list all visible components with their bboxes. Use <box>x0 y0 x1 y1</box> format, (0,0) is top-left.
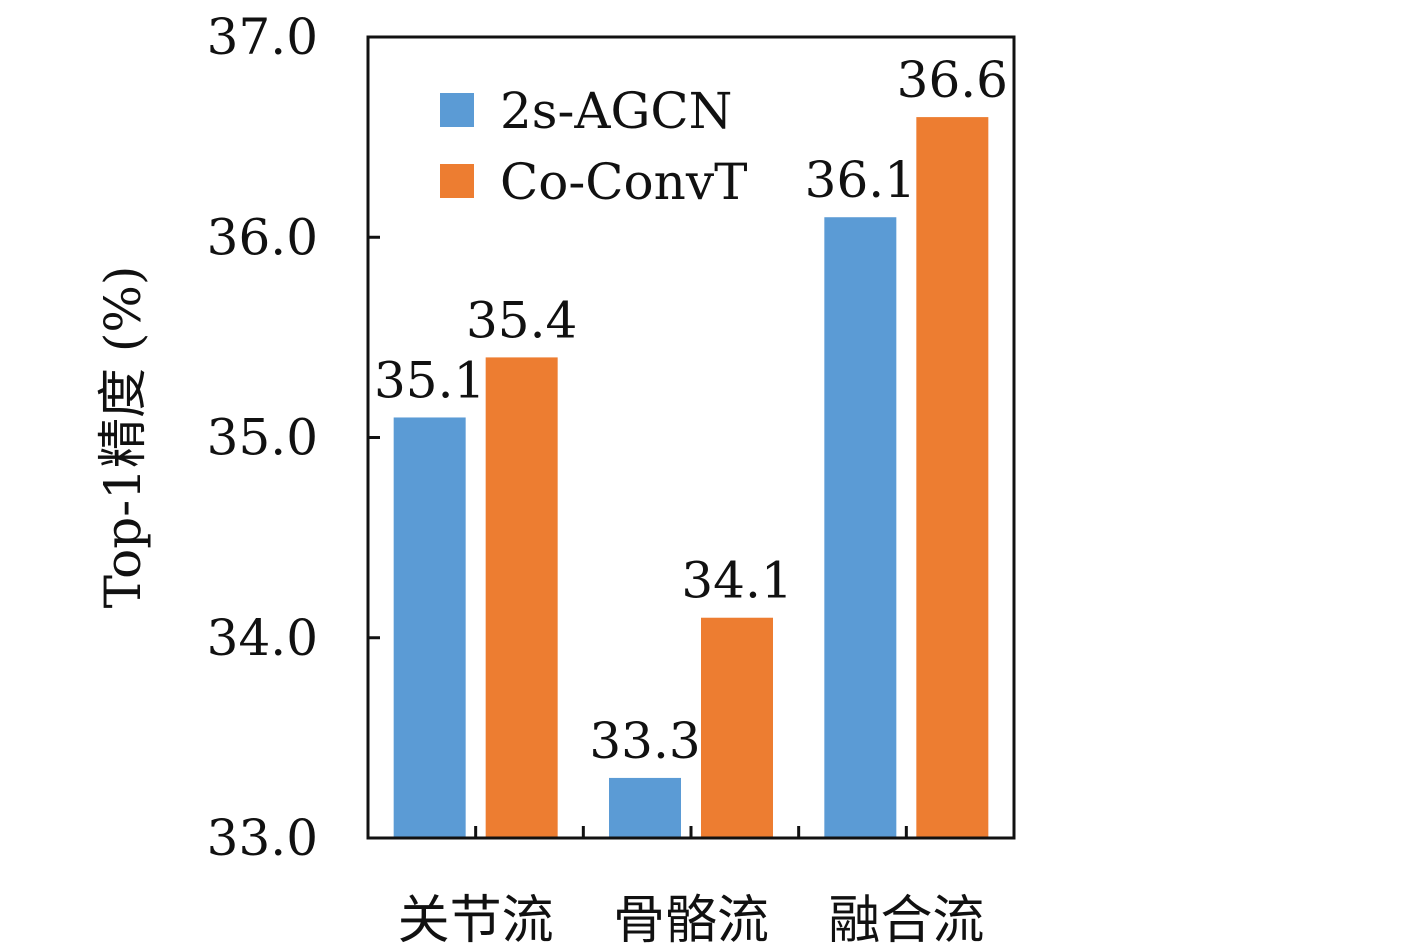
legend-swatch-2s-agcn <box>440 93 474 127</box>
bar-2s-agcn-1 <box>609 777 681 838</box>
bar-2s-agcn-0 <box>393 417 466 838</box>
data-label-2s-agcn-2: 36.1 <box>805 151 916 209</box>
bar-co-convt-2 <box>916 117 989 839</box>
y-axis-label: Top-1精度 (%) <box>94 266 152 609</box>
data-labels-group: 35.135.4 33.3 34.1 36.1 36.6 <box>374 51 1008 770</box>
data-label-2s-agcn-1: 33.3 <box>589 712 700 770</box>
data-label-co-convt-2: 36.6 <box>897 51 1008 109</box>
legend-label-co-convt: Co-ConvT <box>500 153 747 211</box>
legend-label-2s-agcn: 2s-AGCN <box>500 82 732 140</box>
y-axis: 33.0 34.0 35.0 36.0 37.0 <box>207 8 380 867</box>
x-category-label-2: 融合流 <box>828 891 984 951</box>
bars-group <box>393 117 989 839</box>
x-category-label-1: 骨骼流 <box>613 891 769 951</box>
bar-co-convt-0 <box>485 357 558 838</box>
y-tick-label-4: 37.0 <box>207 8 318 66</box>
legend-swatch-co-convt <box>440 164 474 198</box>
data-label-2s-agcn-0: 35.1 <box>374 351 485 409</box>
y-tick-label-0: 33.0 <box>207 809 318 867</box>
x-category-label-0: 关节流 <box>398 891 554 951</box>
data-label-co-convt-0: 35.4 <box>466 291 577 349</box>
data-label-co-convt-1: 34.1 <box>681 552 792 610</box>
y-tick-label-2: 35.0 <box>207 409 318 467</box>
y-tick-label-1: 34.0 <box>207 609 318 667</box>
bar-2s-agcn-2 <box>824 217 897 839</box>
bar-co-convt-1 <box>701 617 773 838</box>
legend: 2s-AGCN Co-ConvT <box>440 82 747 211</box>
x-axis: 关节流 骨骼流 融合流 <box>398 826 984 951</box>
y-tick-label-3: 36.0 <box>207 208 318 266</box>
